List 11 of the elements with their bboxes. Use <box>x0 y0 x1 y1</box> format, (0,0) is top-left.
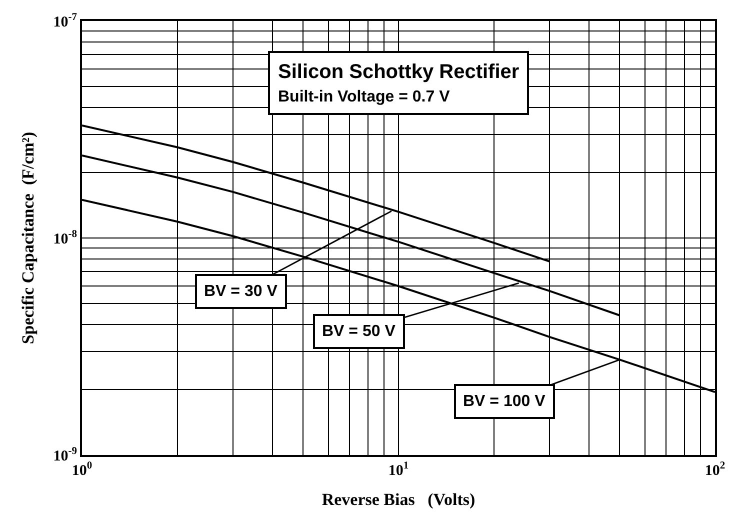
annotation: BV = 30 V <box>204 283 278 300</box>
annotation: BV = 50 V <box>322 323 396 340</box>
text: Built-in Voltage = 0.7 V <box>278 88 450 106</box>
y-tick-label: 10$^{-8}$ <box>53 228 77 248</box>
x-tick-label: 10$^{1}$ <box>388 460 409 479</box>
annotation: BV = 100 V <box>463 393 546 410</box>
x-axis-title: Reverse Bias (Volts) <box>322 490 476 509</box>
x-tick-label: 10$^{2}$ <box>704 460 726 479</box>
y-axis-title: Specific Capacitance (F/cm²) <box>18 132 38 344</box>
text: Silicon Schottky Rectifier <box>278 61 520 83</box>
y-tick-label: 10$^{-7}$ <box>53 12 77 30</box>
